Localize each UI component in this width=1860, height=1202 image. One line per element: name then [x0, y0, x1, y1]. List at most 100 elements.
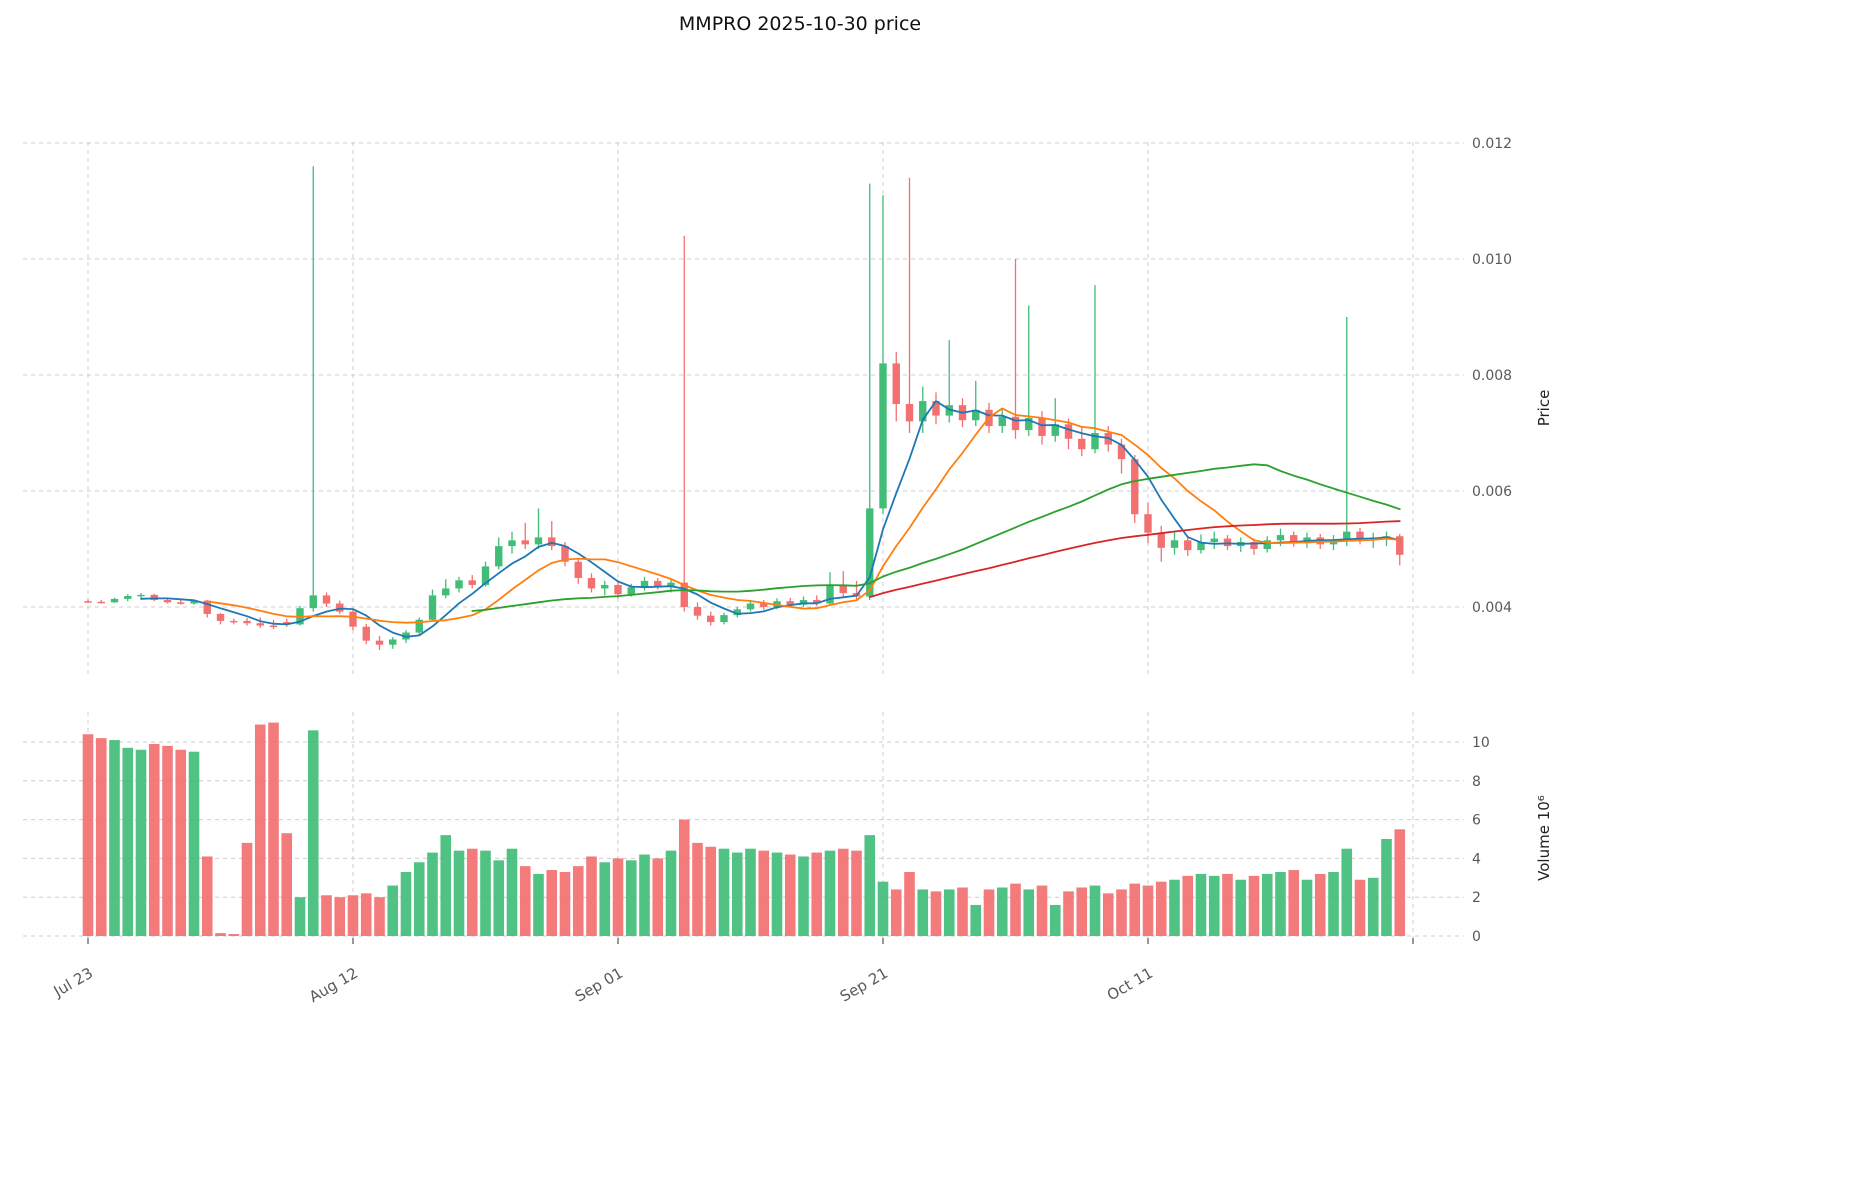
- volume-bar: [811, 852, 823, 936]
- volume-bar: [718, 848, 730, 936]
- volume-bar: [1169, 879, 1180, 936]
- date-tick-label: Aug 12: [306, 964, 361, 1006]
- candle-body: [256, 623, 264, 626]
- candle-body: [1223, 538, 1232, 547]
- volume-bar: [1248, 875, 1260, 936]
- volume-bar: [665, 850, 677, 936]
- price-tick-label: 0.004: [1472, 600, 1512, 616]
- candle-body: [362, 626, 370, 641]
- volume-bar: [758, 850, 770, 936]
- volume-bar: [1275, 871, 1286, 936]
- candle-body: [786, 601, 794, 605]
- volume-bar: [493, 860, 505, 936]
- price-tick-label: 0.008: [1472, 368, 1512, 384]
- candle-body: [614, 584, 622, 595]
- candle-body: [1396, 536, 1404, 555]
- candle-body: [375, 640, 384, 645]
- volume-bar: [692, 842, 703, 936]
- volume-bar: [705, 846, 717, 936]
- candle-body: [216, 613, 225, 621]
- candle-body: [1064, 424, 1073, 439]
- volume-bar: [1063, 891, 1074, 936]
- candle-body: [97, 601, 105, 604]
- candle-body: [1356, 531, 1364, 541]
- volume-bar: [771, 852, 783, 936]
- date-tick-label: Sep 21: [837, 964, 891, 1006]
- volume-bar: [347, 895, 359, 936]
- candle-body: [1263, 540, 1271, 549]
- candle-body: [693, 607, 702, 616]
- volume-bar: [930, 891, 942, 936]
- candle-body: [442, 588, 450, 596]
- volume-bar: [1367, 877, 1379, 936]
- volume-tick-label: 10: [1472, 735, 1490, 751]
- candle-body: [826, 584, 834, 604]
- volume-bar: [109, 740, 120, 936]
- volume-bar: [1381, 839, 1392, 936]
- volume-bar: [122, 747, 134, 936]
- candle-body: [1343, 531, 1351, 540]
- volume-bar: [1023, 889, 1035, 936]
- volume-bar: [798, 856, 809, 936]
- candle-body: [1197, 542, 1205, 551]
- volume-bar: [82, 734, 94, 936]
- volume-bar: [639, 854, 650, 936]
- volume-bar: [427, 852, 438, 936]
- candle-body: [1210, 538, 1218, 543]
- candle-body: [243, 620, 251, 624]
- volume-bar: [1182, 875, 1194, 936]
- volume-bar: [784, 854, 796, 936]
- volume-bar: [254, 724, 266, 936]
- candle-body: [548, 537, 556, 547]
- volume-bar: [1328, 871, 1339, 936]
- candle-body: [415, 619, 423, 633]
- volume-bar: [1089, 885, 1101, 936]
- volume-bar: [1341, 848, 1353, 936]
- volume-bar: [440, 835, 452, 936]
- volume-bar: [652, 858, 664, 936]
- volume-bar: [215, 933, 226, 936]
- volume-bar: [135, 749, 147, 936]
- candle-body: [269, 625, 278, 628]
- volume-bar: [201, 856, 213, 936]
- candle-body: [998, 416, 1006, 427]
- candle-body: [481, 566, 490, 585]
- volume-tick-label: 8: [1472, 774, 1481, 790]
- candle-body: [866, 508, 874, 597]
- candle-body: [587, 578, 596, 589]
- candle-body: [177, 602, 185, 604]
- candle-body: [349, 611, 357, 627]
- candle-body: [508, 540, 516, 547]
- volume-bar: [1195, 873, 1207, 936]
- candle-body: [84, 601, 92, 603]
- volume-tick-label: 6: [1472, 813, 1481, 829]
- candle-body: [1276, 535, 1285, 541]
- date-tick-label: Oct 11: [1104, 964, 1156, 1004]
- candle-body: [879, 363, 887, 509]
- candle-body: [892, 363, 900, 404]
- volume-bar: [1116, 889, 1127, 936]
- volume-bar: [268, 722, 279, 936]
- candle-body: [190, 600, 198, 604]
- candle-body: [124, 595, 132, 599]
- volume-bar: [413, 862, 425, 936]
- volume-bar: [904, 871, 915, 936]
- volume-bar: [387, 885, 399, 936]
- volume-bar: [374, 897, 385, 936]
- candle-body: [627, 587, 635, 595]
- candle-body: [230, 620, 238, 623]
- volume-bar: [294, 897, 306, 936]
- candle-body: [799, 600, 808, 605]
- volume-bar: [1261, 873, 1273, 936]
- candle-body: [561, 546, 569, 562]
- candle-body: [455, 580, 463, 589]
- candle-body: [667, 582, 675, 587]
- volume-bar: [559, 871, 571, 936]
- candle-body: [203, 600, 211, 614]
- ma-line-30: [471, 463, 1401, 612]
- date-tick-label: Jul 23: [50, 964, 96, 1001]
- candle-body: [110, 598, 119, 603]
- candle-body: [919, 401, 927, 422]
- candle-body: [932, 401, 940, 416]
- candle-body: [428, 595, 437, 620]
